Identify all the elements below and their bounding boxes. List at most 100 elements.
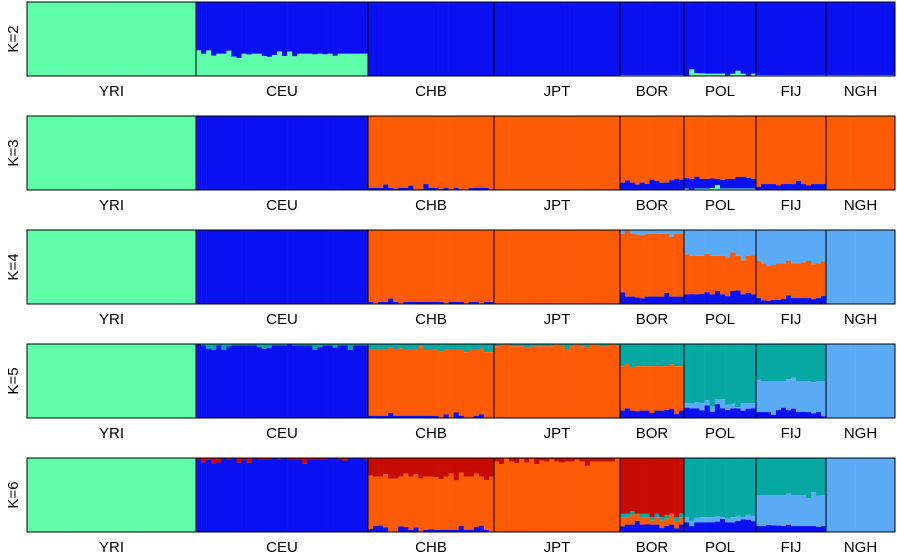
ancestry-segment (428, 230, 434, 302)
ancestry-segment (473, 527, 480, 532)
ancestry-segment (634, 520, 640, 532)
ancestry-segment (388, 230, 394, 299)
ancestry-segment (453, 2, 460, 76)
ancestry-segment (106, 344, 112, 418)
ancestry-segment (166, 344, 172, 418)
ancestry-segment (509, 346, 515, 418)
population-block-chb (368, 230, 495, 304)
ancestry-segment (483, 344, 490, 353)
ancestry-segment (161, 116, 167, 190)
ancestry-segment (398, 348, 404, 416)
ancestry-segment (756, 344, 762, 380)
ancestry-segment (478, 116, 485, 188)
ancestry-segment (740, 410, 747, 418)
ancestry-segment (307, 230, 313, 304)
ancestry-segment (539, 346, 545, 418)
population-block-bor (620, 230, 685, 304)
ancestry-segment (730, 230, 736, 253)
ancestry-segment (649, 366, 655, 414)
ancestry-segment (761, 263, 767, 301)
ancestry-segment (584, 230, 591, 304)
ancestry-segment (443, 476, 449, 530)
ancestry-segment (639, 524, 645, 532)
ancestry-segment (448, 230, 454, 302)
ancestry-segment (745, 292, 752, 304)
ancestry-segment (791, 526, 797, 532)
ancestry-segment (835, 116, 842, 190)
ancestry-segment (664, 344, 670, 367)
ancestry-segment (796, 298, 802, 304)
ancestry-segment (679, 410, 685, 418)
ancestry-segment (620, 116, 626, 183)
ancestry-segment (368, 458, 374, 476)
ancestry-segment (488, 230, 495, 302)
ancestry-segment (413, 415, 419, 418)
ancestry-segment (458, 415, 465, 418)
ancestry-segment (720, 116, 726, 180)
ancestry-segment (438, 529, 444, 532)
ancestry-segment (136, 458, 142, 532)
ancestry-segment (629, 458, 636, 512)
ancestry-segment (51, 2, 58, 76)
ancestry-segment (654, 296, 660, 304)
ancestry-segment (216, 230, 222, 304)
k-label: K=3 (5, 139, 22, 166)
ancestry-segment (835, 230, 842, 304)
ancestry-segment (750, 515, 757, 522)
ancestry-segment (659, 116, 665, 183)
ancestry-segment (549, 116, 555, 190)
ancestry-segment (453, 344, 460, 350)
ancestry-segment (694, 2, 700, 74)
ancestry-segment (620, 233, 626, 293)
ancestry-segment (393, 349, 399, 416)
ancestry-segment (196, 459, 202, 532)
ancestry-segment (714, 516, 721, 522)
ancestry-segment (423, 301, 429, 304)
ancestry-segment (740, 517, 747, 520)
ancestry-segment (383, 184, 389, 190)
ancestry-segment (674, 233, 680, 297)
ancestry-segment (554, 461, 560, 532)
ancestry-segment (141, 458, 147, 532)
ancestry-segment (448, 458, 454, 474)
ancestry-segment (771, 299, 777, 304)
ancestry-segment (634, 116, 640, 185)
ancestry-segment (709, 73, 716, 76)
ancestry-segment (362, 459, 369, 532)
ancestry-segment (584, 347, 591, 418)
ancestry-segment (801, 2, 807, 76)
ancestry-segment (890, 2, 896, 76)
ancestry-segment (669, 344, 675, 365)
ancestry-segment (408, 529, 414, 532)
ancestry-segment (880, 458, 886, 532)
ancestry-segment (468, 529, 475, 532)
ancestry-segment (830, 2, 837, 76)
ancestry-segment (519, 116, 525, 190)
ancestry-segment (684, 344, 690, 404)
ancestry-segment (357, 2, 364, 54)
ancestry-segment (781, 299, 787, 304)
ancestry-segment (206, 2, 212, 51)
ancestry-segment (885, 2, 891, 76)
ancestry-segment (569, 458, 575, 462)
ancestry-segment (438, 458, 444, 480)
ancestry-segment (806, 260, 812, 299)
ancestry-segment (276, 230, 283, 304)
ancestry-segment (845, 2, 851, 76)
ancestry-segment (61, 2, 68, 76)
ancestry-segment (644, 184, 650, 190)
ancestry-segment (624, 2, 631, 76)
ancestry-segment (634, 297, 640, 304)
ancestry-segment (559, 458, 565, 463)
ancestry-segment (191, 458, 197, 532)
ancestry-segment (111, 344, 117, 418)
ancestry-segment (266, 458, 273, 460)
ancestry-segment (781, 407, 787, 418)
ancestry-segment (594, 2, 601, 76)
ancestry-segment (599, 346, 606, 418)
ancestry-segment (463, 230, 470, 304)
ancestry-segment (699, 116, 705, 179)
ancestry-segment (771, 344, 777, 381)
ancestry-segment (801, 411, 807, 418)
ancestry-segment (287, 116, 293, 190)
